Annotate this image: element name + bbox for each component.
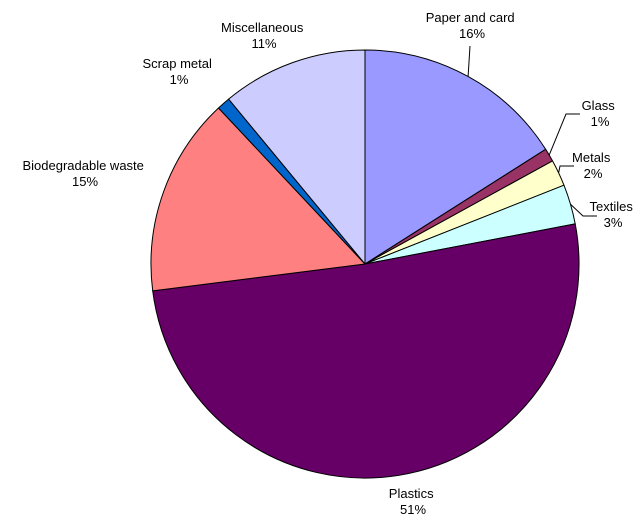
- label-miscellaneous: Miscellaneous 11%: [221, 20, 307, 51]
- label-name-biodegradable-waste: Biodegradable waste: [22, 158, 143, 173]
- label-name-miscellaneous: Miscellaneous: [221, 20, 304, 35]
- leader-line-textiles: [570, 203, 597, 217]
- label-name-textiles: Textiles: [590, 199, 634, 214]
- pie-slice-plastics: [152, 223, 580, 479]
- label-value-biodegradable-waste: 15%: [72, 174, 98, 189]
- pie-slices: [150, 49, 580, 479]
- pie-slice-biodegradable-waste: [150, 107, 366, 292]
- label-glass: Glass 1%: [582, 98, 619, 129]
- label-plastics: Plastics 51%: [389, 486, 437, 517]
- label-textiles: Textiles 3%: [590, 199, 637, 230]
- label-value-plastics: 51%: [400, 502, 426, 517]
- label-name-plastics: Plastics: [389, 486, 434, 501]
- leader-lines: [467, 45, 597, 217]
- label-name-scrap-metal: Scrap metal: [143, 56, 212, 71]
- label-paper-and-card: Paper and card 16%: [426, 10, 519, 41]
- label-value-scrap-metal: 1%: [170, 72, 189, 87]
- label-value-metals: 2%: [584, 166, 603, 181]
- label-biodegradable-waste: Biodegradable waste 15%: [22, 158, 147, 189]
- leader-line-metals: [558, 165, 574, 173]
- leader-line-glass: [548, 113, 580, 156]
- label-metals: Metals 2%: [572, 150, 614, 181]
- pie-slice-miscellaneous: [228, 49, 366, 265]
- label-value-textiles: 3%: [604, 215, 623, 230]
- label-name-glass: Glass: [582, 98, 616, 113]
- label-value-paper-and-card: 16%: [459, 26, 485, 41]
- leader-line-paper-and-card: [467, 45, 471, 77]
- label-value-miscellaneous: 11%: [251, 36, 276, 51]
- label-name-metals: Metals: [572, 150, 611, 165]
- label-value-glass: 1%: [591, 114, 610, 129]
- label-scrap-metal: Scrap metal 1%: [143, 56, 216, 87]
- label-name-paper-and-card: Paper and card: [426, 10, 515, 25]
